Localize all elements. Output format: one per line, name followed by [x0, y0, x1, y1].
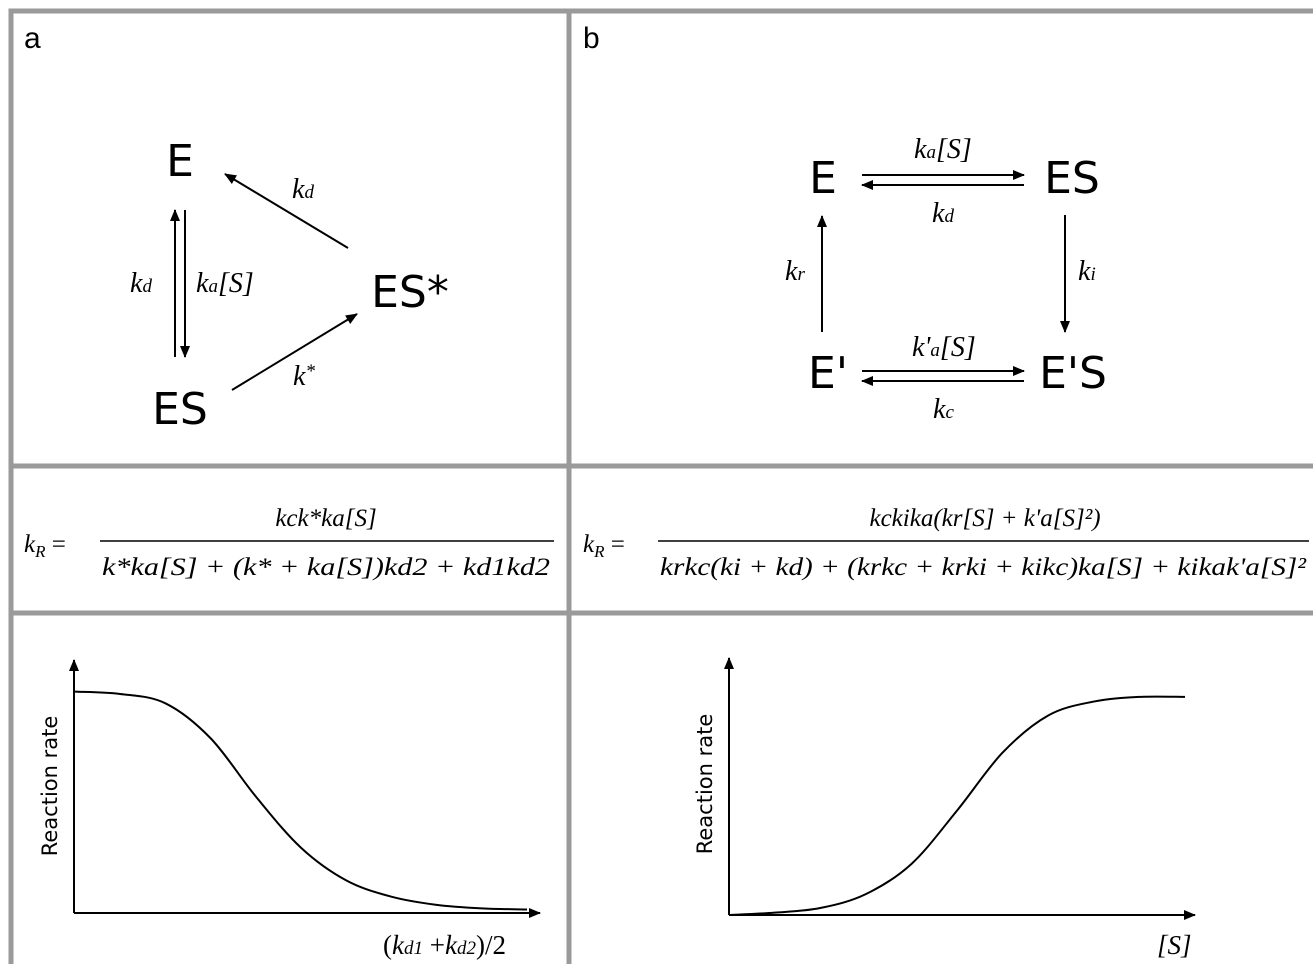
- plot-a-y-label: Reaction rate: [38, 716, 62, 857]
- equation-b: kR = kckika(kr[S] + k'a[S]²) krkc(ki + k…: [583, 505, 1309, 581]
- rate-ka-b: ka[S]: [914, 134, 972, 165]
- panel-a-letter: a: [24, 22, 41, 55]
- equation-a-numerator: kck*ka[S]: [275, 505, 376, 532]
- plot-b-curve: [728, 695, 1186, 916]
- species-E-b: E: [809, 153, 837, 204]
- plot-a-curve: [74, 690, 528, 911]
- plot-b: Reaction rate [S]: [693, 657, 1196, 960]
- species-EprimeS: E'S: [1039, 348, 1107, 399]
- species-ES: ES: [152, 384, 208, 435]
- rate-kd-b: kd: [932, 198, 954, 229]
- equation-b-lhs: kR =: [583, 531, 625, 561]
- rate-kr-b: kr: [785, 256, 805, 287]
- rate-kstar: k*: [293, 361, 315, 392]
- rate-kd-top: kd: [292, 174, 314, 205]
- rate-kd-left: kd: [130, 268, 152, 299]
- rate-ki-b: ki: [1078, 256, 1096, 287]
- plot-a: Reaction rate (kd1 +kd2)/2: [38, 659, 541, 960]
- rate-kc-b: kc: [933, 394, 954, 425]
- panel-b-letter: b: [583, 22, 600, 55]
- equation-b-numerator: kckika(kr[S] + k'a[S]²): [869, 505, 1100, 532]
- equation-a-denominator: k*ka[S] + (k* + ka[S])kd2 + kd1kd2: [102, 554, 550, 581]
- rate-kprime-b: k'a[S]: [912, 332, 976, 363]
- plot-b-y-label: Reaction rate: [693, 714, 717, 855]
- panel-a-scheme: a E ES ES* kd kd ka[S] k*: [24, 22, 449, 435]
- outer-border: [8, 8, 1313, 964]
- species-E: E: [166, 136, 194, 187]
- arrow-ESstar-to-E: [224, 173, 349, 249]
- species-Eprime: E': [808, 348, 848, 399]
- equation-a-lhs: kR =: [24, 531, 66, 561]
- species-ESstar: ES*: [371, 267, 449, 318]
- equation-b-denominator: krkc(ki + kd) + (krkc + krki + kikc)ka[S…: [660, 554, 1307, 581]
- plot-a-x-label: (kd1 +kd2)/2: [383, 930, 506, 960]
- species-ES-b: ES: [1044, 153, 1100, 204]
- arrow-ES-to-ESstar: [231, 313, 358, 391]
- rate-ka: ka[S]: [196, 268, 254, 299]
- panel-grid: [8, 8, 1313, 964]
- equation-a: kR = kck*ka[S] k*ka[S] + (k* + ka[S])kd2…: [24, 505, 554, 581]
- plot-b-x-label: [S]: [1157, 930, 1192, 960]
- panel-b-scheme: b E ES E' E'S ka[S] kd ki kr k'a[S] kc: [583, 22, 1107, 425]
